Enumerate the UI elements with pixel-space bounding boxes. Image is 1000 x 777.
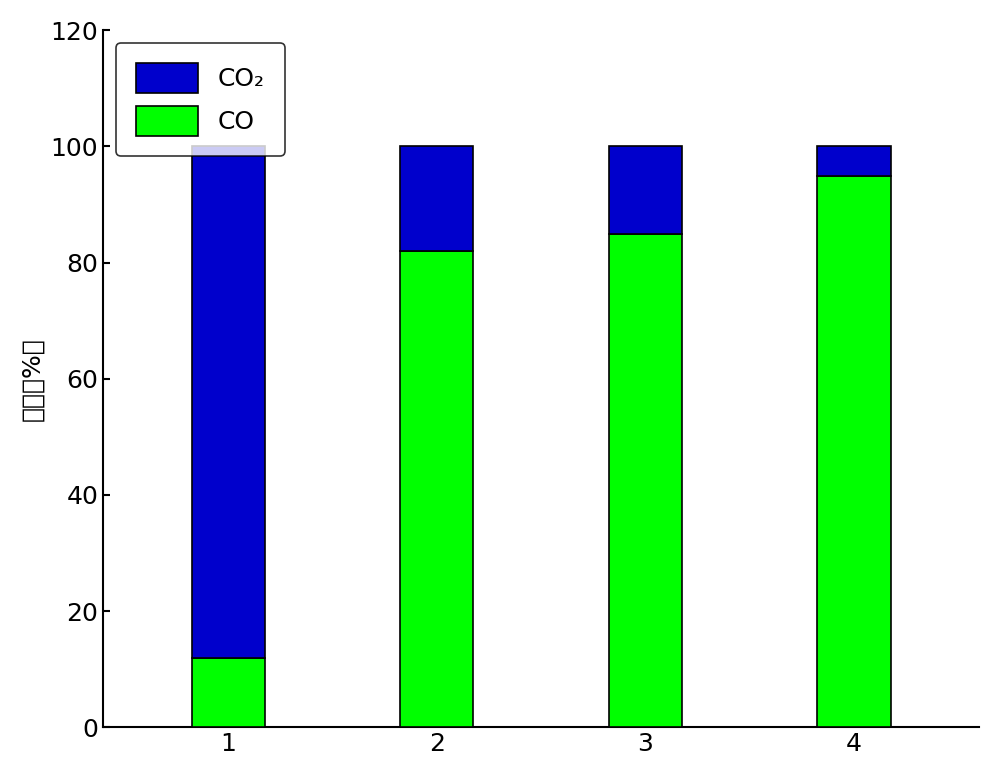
Bar: [817, 176, 891, 727]
Bar: [609, 234, 682, 727]
Bar: [609, 147, 682, 234]
Bar: [817, 147, 891, 176]
Bar: [192, 657, 265, 727]
Legend: CO₂, CO: CO₂, CO: [116, 43, 285, 156]
Bar: [400, 147, 473, 251]
Y-axis label: 产率（%）: 产率（%）: [21, 337, 45, 420]
Bar: [192, 147, 265, 657]
Bar: [400, 251, 473, 727]
